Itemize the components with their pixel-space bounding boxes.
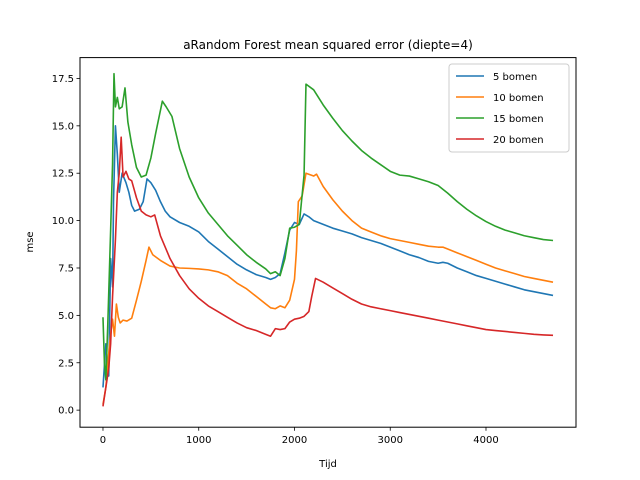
y-tick-label: 12.5 (52, 169, 74, 180)
y-tick-label: 0.0 (58, 406, 74, 417)
x-tick-label: 1000 (186, 435, 211, 446)
series-line-1 (102, 172, 554, 405)
series-line-3 (102, 136, 554, 407)
plot-area: 0 1000 2000 3000 4000 0.0 2.5 5.0 7.5 10.0 12.5 15.… (52, 72, 554, 446)
y-tick-label: 15.0 (52, 121, 74, 132)
x-tick-label: 2000 (282, 435, 307, 446)
x-tick-label: 0 (100, 435, 106, 446)
series-line-2 (102, 72, 554, 381)
legend-label-series-0: 5 bomen (493, 72, 537, 83)
legend: 5 bomen 10 bomen 15 bomen 20 bomen (448, 63, 570, 153)
legend-box (448, 63, 570, 153)
x-tick-label: 4000 (473, 435, 498, 446)
legend-label-series-2: 15 bomen (493, 114, 544, 125)
y-tick-label: 10.0 (52, 216, 74, 227)
x-tick-label: 3000 (378, 435, 403, 446)
y-tick-label: 5.0 (58, 311, 74, 322)
y-tick-label: 17.5 (52, 74, 74, 85)
legend-label-series-3: 20 bomen (493, 135, 544, 146)
legend-label-series-1: 10 bomen (493, 93, 544, 104)
y-tick-label: 7.5 (58, 263, 74, 274)
chart-title: aRandom Forest mean squared error (diept… (183, 38, 473, 52)
y-tick-label: 2.5 (58, 358, 74, 369)
x-axis-label: Tijd (318, 459, 337, 470)
series-line-0 (102, 125, 554, 388)
axes-frame (79, 57, 577, 428)
y-axis-label: mse (25, 231, 36, 252)
